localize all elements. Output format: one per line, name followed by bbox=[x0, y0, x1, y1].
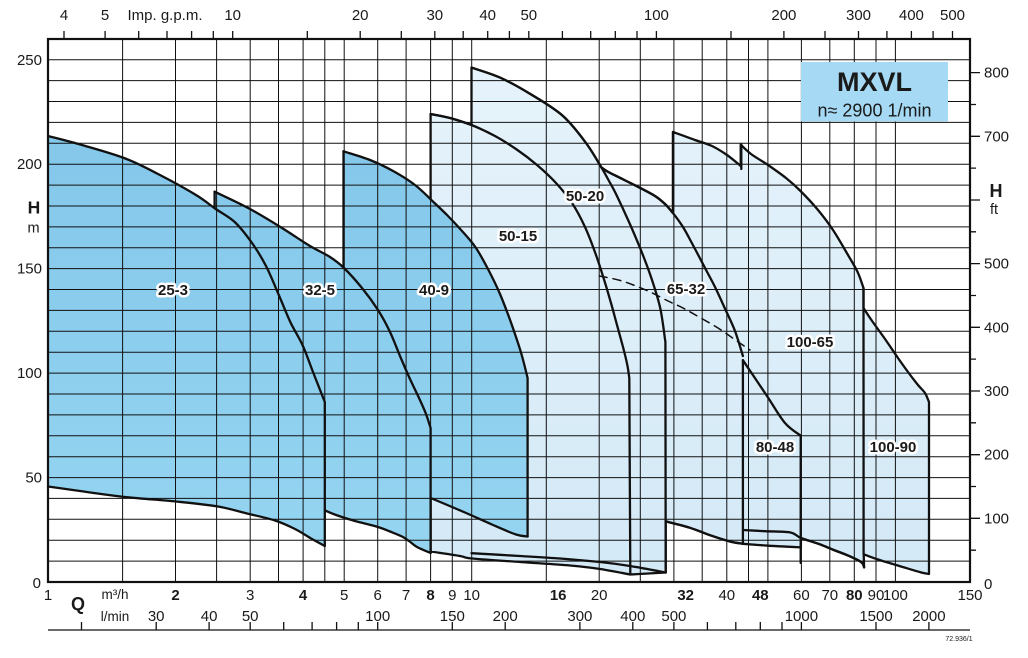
svg-text:30: 30 bbox=[426, 7, 443, 24]
svg-text:ft: ft bbox=[990, 202, 998, 218]
svg-text:9: 9 bbox=[448, 587, 456, 604]
svg-text:0: 0 bbox=[33, 575, 41, 592]
svg-text:500: 500 bbox=[940, 7, 965, 24]
svg-text:100: 100 bbox=[984, 510, 1009, 527]
svg-text:10: 10 bbox=[463, 587, 480, 604]
svg-text:100: 100 bbox=[644, 7, 669, 24]
svg-text:150: 150 bbox=[957, 587, 982, 604]
svg-text:m³/h: m³/h bbox=[102, 587, 129, 602]
svg-text:200: 200 bbox=[17, 156, 42, 173]
svg-text:20: 20 bbox=[352, 7, 369, 24]
svg-text:100: 100 bbox=[883, 587, 908, 604]
svg-text:2000: 2000 bbox=[912, 608, 945, 625]
svg-text:32: 32 bbox=[677, 587, 694, 604]
svg-text:72.936/1: 72.936/1 bbox=[945, 636, 972, 643]
svg-text:200: 200 bbox=[984, 447, 1009, 464]
svg-text:65-32: 65-32 bbox=[667, 281, 705, 298]
svg-text:1: 1 bbox=[44, 587, 52, 604]
svg-text:4: 4 bbox=[299, 587, 308, 604]
svg-text:0: 0 bbox=[984, 576, 992, 593]
svg-text:3: 3 bbox=[246, 587, 254, 604]
svg-text:50-15: 50-15 bbox=[499, 228, 537, 245]
svg-text:100-65: 100-65 bbox=[787, 334, 834, 351]
svg-text:700: 700 bbox=[984, 128, 1009, 145]
svg-text:n≈ 2900 1/min: n≈ 2900 1/min bbox=[818, 101, 932, 121]
svg-text:MXVL: MXVL bbox=[837, 67, 912, 97]
svg-text:32-5: 32-5 bbox=[305, 282, 335, 299]
svg-text:10: 10 bbox=[224, 7, 241, 24]
svg-text:500: 500 bbox=[984, 256, 1009, 273]
svg-text:H: H bbox=[990, 181, 1003, 201]
svg-text:300: 300 bbox=[984, 383, 1009, 400]
svg-text:6: 6 bbox=[374, 587, 382, 604]
svg-text:80-48: 80-48 bbox=[756, 439, 794, 456]
svg-text:1500: 1500 bbox=[859, 608, 892, 625]
svg-text:16: 16 bbox=[550, 587, 567, 604]
svg-text:m: m bbox=[27, 221, 39, 237]
svg-text:30: 30 bbox=[148, 608, 165, 625]
svg-text:Q: Q bbox=[71, 594, 85, 614]
svg-text:80: 80 bbox=[846, 587, 863, 604]
svg-text:150: 150 bbox=[17, 261, 42, 278]
svg-text:50: 50 bbox=[242, 608, 259, 625]
svg-text:7: 7 bbox=[402, 587, 410, 604]
svg-text:40: 40 bbox=[718, 587, 735, 604]
svg-text:800: 800 bbox=[984, 65, 1009, 82]
svg-text:100: 100 bbox=[365, 608, 390, 625]
svg-text:40: 40 bbox=[479, 7, 496, 24]
svg-text:60: 60 bbox=[793, 587, 810, 604]
svg-text:8: 8 bbox=[426, 587, 434, 604]
svg-text:Imp. g.p.m.: Imp. g.p.m. bbox=[127, 7, 202, 24]
svg-text:40-9: 40-9 bbox=[419, 282, 449, 299]
svg-text:H: H bbox=[28, 198, 41, 218]
svg-text:1000: 1000 bbox=[785, 608, 818, 625]
svg-text:48: 48 bbox=[752, 587, 769, 604]
svg-text:70: 70 bbox=[821, 587, 838, 604]
svg-text:100-90: 100-90 bbox=[870, 439, 917, 456]
svg-text:300: 300 bbox=[846, 7, 871, 24]
svg-text:l/min: l/min bbox=[101, 609, 130, 624]
svg-text:500: 500 bbox=[661, 608, 686, 625]
svg-text:40: 40 bbox=[201, 608, 218, 625]
svg-text:300: 300 bbox=[567, 608, 592, 625]
svg-text:2: 2 bbox=[171, 587, 179, 604]
svg-text:400: 400 bbox=[984, 319, 1009, 336]
svg-text:200: 200 bbox=[493, 608, 518, 625]
svg-text:5: 5 bbox=[340, 587, 348, 604]
svg-text:250: 250 bbox=[17, 52, 42, 69]
svg-text:50: 50 bbox=[520, 7, 537, 24]
svg-text:200: 200 bbox=[771, 7, 796, 24]
svg-text:20: 20 bbox=[591, 587, 608, 604]
svg-text:5: 5 bbox=[101, 7, 109, 24]
svg-text:400: 400 bbox=[620, 608, 645, 625]
svg-text:4: 4 bbox=[60, 7, 68, 24]
svg-text:100: 100 bbox=[17, 365, 42, 382]
svg-text:150: 150 bbox=[440, 608, 465, 625]
svg-text:50-20: 50-20 bbox=[566, 188, 604, 205]
svg-text:400: 400 bbox=[899, 7, 924, 24]
svg-text:90: 90 bbox=[868, 587, 885, 604]
svg-text:25-3: 25-3 bbox=[158, 282, 188, 299]
svg-text:50: 50 bbox=[25, 470, 42, 487]
